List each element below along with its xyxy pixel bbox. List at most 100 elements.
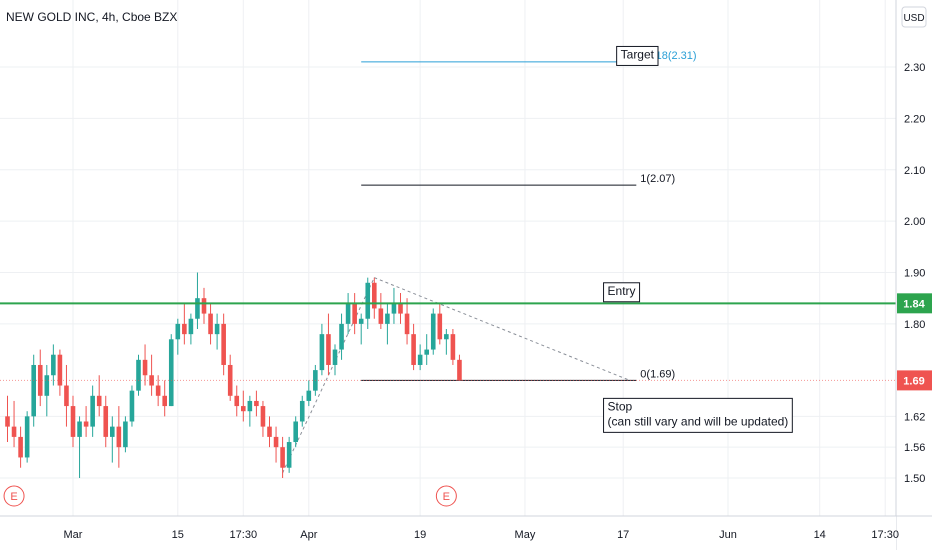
candle <box>155 375 161 407</box>
candle-body <box>142 359 148 376</box>
candle <box>44 364 50 417</box>
candle <box>319 323 325 376</box>
candle <box>332 344 338 376</box>
candle-body <box>5 416 10 427</box>
candle <box>372 277 377 319</box>
entry-price-badge <box>897 293 932 314</box>
x-tick-label: 17:30 <box>871 529 899 541</box>
candle <box>437 303 443 345</box>
candle-body <box>103 406 109 437</box>
x-tick-label: Apr <box>300 529 317 541</box>
y-tick-label: 1.56 <box>904 442 925 454</box>
candle-body <box>168 339 174 407</box>
candle-body <box>385 313 390 324</box>
fib-level-label: 1(2.07) <box>640 173 675 185</box>
candle-body <box>457 359 462 381</box>
candle <box>345 293 351 335</box>
candle <box>149 354 154 396</box>
annotation-target[interactable]: Target <box>616 45 659 66</box>
candle <box>136 354 141 396</box>
candle-body <box>365 282 371 319</box>
y-axis-ticks: 2.30 2.20 2.10 2.00 1.90 1.80 1.62 1.56 1.50 <box>904 62 925 485</box>
candle-body <box>352 303 357 324</box>
candle-body <box>83 421 89 427</box>
annotation-entry[interactable]: Entry <box>603 282 641 303</box>
currency-button[interactable]: USD <box>901 6 927 28</box>
price-axis[interactable] <box>896 0 932 516</box>
candle-body <box>44 375 50 396</box>
candle <box>142 344 148 386</box>
candle-body <box>417 354 423 365</box>
x-tick-label: Mar <box>64 529 83 541</box>
annotation-box <box>603 397 793 433</box>
last-price-badge <box>897 370 932 391</box>
candle-body <box>96 395 102 407</box>
fib-level-label: 0(1.69) <box>640 368 675 380</box>
annotation-text: Entry <box>608 284 636 298</box>
time-axis[interactable] <box>0 516 896 550</box>
candle-body <box>24 416 30 458</box>
candle <box>417 344 423 371</box>
x-tick-label: 19 <box>414 529 426 541</box>
candle <box>195 272 200 330</box>
candle-body <box>372 282 377 309</box>
x-tick-label: 14 <box>814 529 826 541</box>
annotation-box <box>603 282 641 303</box>
annotation-text: (can still vary and will be updated) <box>608 414 789 428</box>
candle <box>286 436 292 473</box>
candle <box>5 395 10 443</box>
candle <box>241 390 246 422</box>
earnings-marker-icon[interactable]: E <box>435 485 457 507</box>
annotations[interactable]: Target Entry Stop(can still vary and will … <box>603 45 793 433</box>
candle <box>103 395 109 448</box>
candle-body <box>227 364 233 396</box>
candle <box>430 308 436 355</box>
price-badge-label: 1.69 <box>903 375 924 387</box>
candle-body <box>254 400 259 407</box>
candle-body <box>260 406 266 427</box>
y-tick-label: 2.30 <box>904 62 925 74</box>
trend-line[interactable] <box>374 277 630 381</box>
candle <box>385 303 390 345</box>
candle <box>31 354 36 427</box>
candle <box>168 334 174 407</box>
candle-body <box>51 354 56 376</box>
candle <box>280 436 285 478</box>
earnings-marker-icon[interactable]: E <box>3 485 25 507</box>
candle <box>57 349 63 396</box>
candle-body <box>31 364 36 417</box>
fib-extension[interactable]: 1.618(2.31)1(2.07)0(1.69) <box>361 50 697 381</box>
earnings-marker-label: E <box>10 491 17 503</box>
candle <box>404 298 410 345</box>
candle-body <box>123 421 128 448</box>
currency-label: USD <box>903 13 924 24</box>
candle <box>188 313 194 345</box>
price-lines <box>0 302 896 381</box>
candle-body <box>299 400 305 422</box>
x-tick-label: 17:30 <box>230 529 258 541</box>
candle <box>273 426 279 463</box>
candle-body <box>450 334 456 360</box>
candle <box>96 375 102 417</box>
trend-lines[interactable] <box>282 277 630 474</box>
x-tick-label: Jun <box>719 529 737 541</box>
candle <box>77 416 82 478</box>
candle-body <box>404 313 410 335</box>
candle-body <box>149 375 154 386</box>
candle <box>306 380 312 407</box>
candle-body <box>234 395 240 407</box>
candle <box>64 364 69 427</box>
candle-body <box>116 426 122 448</box>
candle-body <box>155 385 161 396</box>
annotation-stop[interactable]: Stop(can still vary and will be updated) <box>603 397 793 433</box>
candle-body <box>293 421 298 443</box>
annotation-text: Target <box>621 47 655 61</box>
candle <box>11 400 17 448</box>
candle-body <box>110 426 115 437</box>
candle <box>37 349 43 407</box>
candle-body <box>201 298 207 314</box>
candle <box>83 406 89 437</box>
candle-body <box>175 323 181 340</box>
